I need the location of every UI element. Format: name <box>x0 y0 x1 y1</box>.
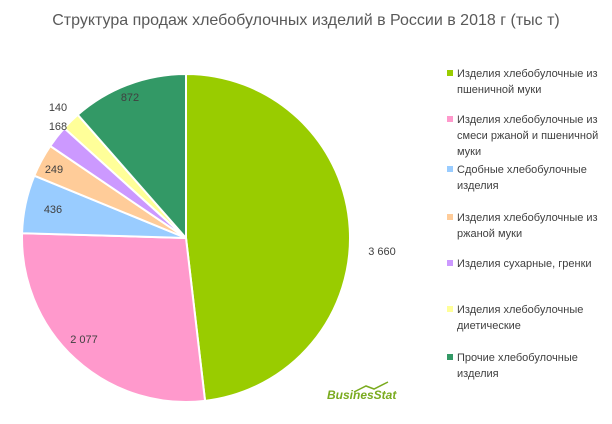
watermark-logo: BusinesStat <box>327 388 397 402</box>
legend-swatch <box>447 306 453 312</box>
watermark-logo-icon <box>353 381 389 393</box>
pie-slice <box>185 72 351 402</box>
legend-label: Изделия хлебобулочные из ржаной муки <box>457 212 598 240</box>
slice-value-label: 249 <box>45 164 63 176</box>
chart-title: Структура продаж хлебобулочных изделий в… <box>52 12 560 29</box>
slice-value-label: 168 <box>49 121 67 133</box>
legend-label: Прочие хлебобулочные изделия <box>457 352 578 380</box>
pie-slice <box>21 232 207 403</box>
legend-label: Сдобные хлебобулочные изделия <box>457 164 587 192</box>
legend-label: Изделия хлебобулочные из пшеничной муки <box>457 68 598 96</box>
legend-label: Изделия хлебобулочные из смеси ржаной и … <box>457 114 599 158</box>
legend-label: Изделия хлебобулочные диетические <box>457 304 584 332</box>
slice-value-label: 140 <box>49 102 67 114</box>
slice-value-label: 872 <box>121 92 139 104</box>
legend-swatch <box>447 116 453 122</box>
slice-value-label: 3 660 <box>368 246 396 258</box>
legend-swatch <box>447 260 453 266</box>
legend-label: Изделия сухарные, гренки <box>457 258 592 270</box>
legend-swatch <box>447 70 453 76</box>
legend-swatch <box>447 354 453 360</box>
legend-swatch <box>447 214 453 220</box>
slice-value-label: 2 077 <box>70 334 98 346</box>
pie-slice <box>76 72 187 241</box>
slice-value-label: 436 <box>44 204 62 216</box>
legend-swatch <box>447 166 453 172</box>
